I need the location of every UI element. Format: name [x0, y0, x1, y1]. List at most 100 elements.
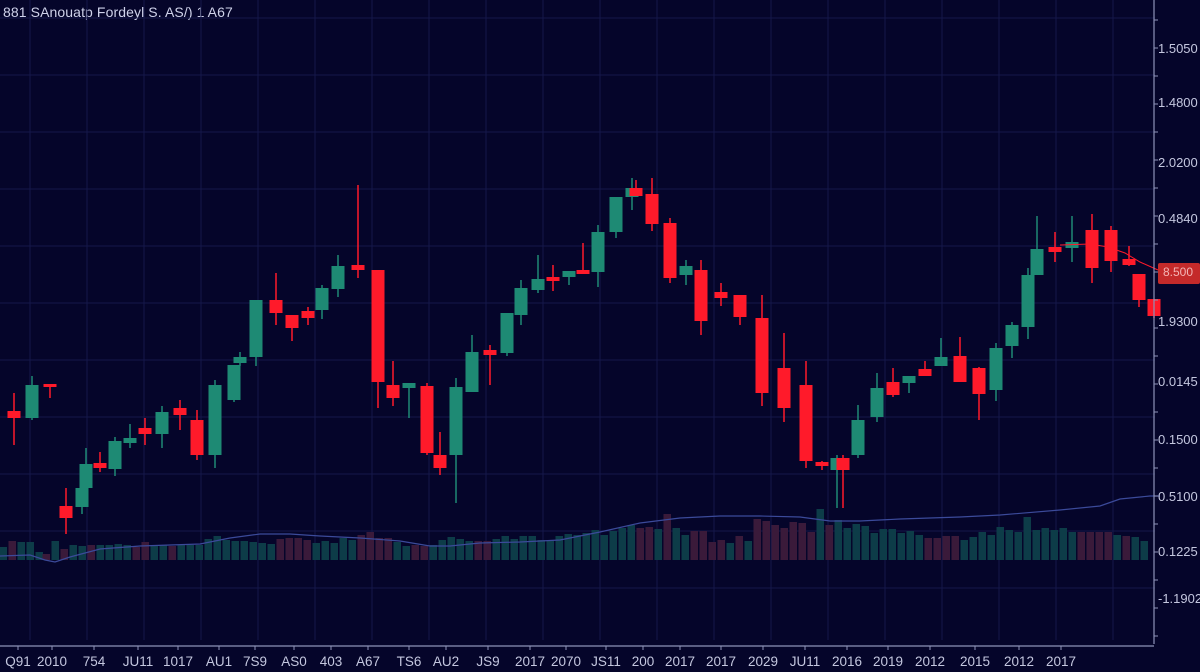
candle[interactable]: [371, 270, 385, 408]
x-tick-label: 2017: [1046, 654, 1076, 669]
x-tick-label: 2012: [1004, 654, 1034, 669]
volume-bar: [519, 536, 527, 560]
candle[interactable]: [1104, 226, 1118, 272]
candle[interactable]: [386, 361, 400, 406]
volume-bar: [357, 535, 365, 560]
candle[interactable]: [249, 300, 263, 366]
candle[interactable]: [576, 243, 590, 274]
candle[interactable]: [208, 380, 222, 468]
candle[interactable]: [315, 285, 329, 319]
volume-bar: [681, 535, 689, 560]
volume-bar: [456, 539, 464, 560]
candle[interactable]: [155, 406, 169, 448]
last-price-value: 8.500: [1163, 265, 1193, 279]
volume-bar: [483, 541, 491, 560]
candle[interactable]: [609, 197, 623, 238]
candle[interactable]: [629, 180, 643, 196]
candle[interactable]: [645, 178, 659, 231]
candle[interactable]: [1048, 232, 1062, 262]
candle[interactable]: [1005, 322, 1019, 358]
candle[interactable]: [227, 365, 241, 402]
candle[interactable]: [1122, 246, 1136, 266]
candle[interactable]: [7, 393, 21, 445]
volume-bar: [843, 528, 851, 560]
candle[interactable]: [514, 280, 528, 325]
candle[interactable]: [591, 225, 605, 287]
volume-bar: [114, 544, 122, 560]
volume-bar: [240, 541, 248, 560]
price-axis[interactable]: 1.5050 1.4800 2.0200 0.4840 1.9300 0.0145 0.15…: [1153, 0, 1200, 644]
candle[interactable]: [918, 361, 932, 376]
candle[interactable]: [433, 432, 447, 475]
candle[interactable]: [836, 455, 850, 508]
candle[interactable]: [851, 405, 865, 458]
candle[interactable]: [777, 333, 791, 422]
candle[interactable]: [799, 361, 813, 468]
volume-bar: [1104, 532, 1112, 560]
volume-bar: [303, 540, 311, 560]
candle[interactable]: [75, 487, 89, 514]
candle[interactable]: [420, 383, 434, 455]
x-tick-label: 200: [632, 654, 655, 669]
candle[interactable]: [190, 410, 204, 460]
x-tick-label: 2016: [832, 654, 862, 669]
candle[interactable]: [138, 418, 152, 445]
y-tick-label: 0.1225: [1158, 544, 1198, 559]
candle[interactable]: [902, 376, 916, 393]
volume-bar: [924, 538, 932, 560]
candle[interactable]: [972, 367, 986, 420]
x-tick-label: 2017: [706, 654, 736, 669]
candle[interactable]: [546, 265, 560, 291]
candle[interactable]: [870, 373, 884, 422]
volume-bar: [825, 525, 833, 560]
candle[interactable]: [108, 437, 122, 476]
candle[interactable]: [483, 345, 497, 385]
candle[interactable]: [1132, 274, 1146, 307]
candle[interactable]: [733, 295, 747, 325]
candle[interactable]: [25, 376, 39, 420]
candle[interactable]: [93, 452, 107, 472]
volume-bar: [942, 536, 950, 560]
candle[interactable]: [331, 255, 345, 297]
time-axis[interactable]: Q91 2010 754 JU11 1017 AU1 7S9 AS0 403 A67 TS6 AU2 J…: [0, 645, 1154, 669]
candle[interactable]: [449, 378, 463, 503]
candle[interactable]: [301, 307, 315, 325]
candle[interactable]: [1085, 214, 1099, 283]
candle[interactable]: [1065, 216, 1079, 262]
candle[interactable]: [233, 352, 247, 366]
candle[interactable]: [465, 335, 479, 392]
candle[interactable]: [79, 448, 93, 490]
candle[interactable]: [173, 400, 187, 430]
volume-bar: [294, 538, 302, 560]
candle[interactable]: [531, 255, 545, 293]
candle[interactable]: [663, 218, 677, 283]
candle[interactable]: [285, 315, 299, 341]
candle[interactable]: [989, 343, 1003, 401]
candle[interactable]: [934, 338, 948, 366]
candle[interactable]: [755, 295, 769, 406]
candle[interactable]: [953, 337, 967, 382]
candle[interactable]: [886, 368, 900, 397]
x-tick-label: JU11: [123, 654, 154, 669]
candle[interactable]: [1030, 216, 1044, 275]
candle[interactable]: [269, 273, 283, 325]
candle[interactable]: [714, 283, 728, 306]
volume-bar: [105, 545, 113, 560]
volume-bar: [573, 535, 581, 560]
candle[interactable]: [43, 384, 57, 398]
volume-bar: [168, 546, 176, 560]
candle[interactable]: [679, 260, 693, 285]
candle[interactable]: [694, 260, 708, 335]
candle[interactable]: [815, 461, 829, 470]
candle[interactable]: [59, 488, 73, 534]
volume-bar: [0, 547, 7, 560]
candle[interactable]: [500, 313, 514, 356]
candle[interactable]: [351, 185, 365, 278]
volume-bar: [753, 519, 761, 560]
candle[interactable]: [562, 271, 576, 285]
x-tick-label: 2015: [960, 654, 990, 669]
candle[interactable]: [123, 424, 137, 448]
candle[interactable]: [1021, 268, 1035, 339]
candle[interactable]: [402, 383, 416, 418]
